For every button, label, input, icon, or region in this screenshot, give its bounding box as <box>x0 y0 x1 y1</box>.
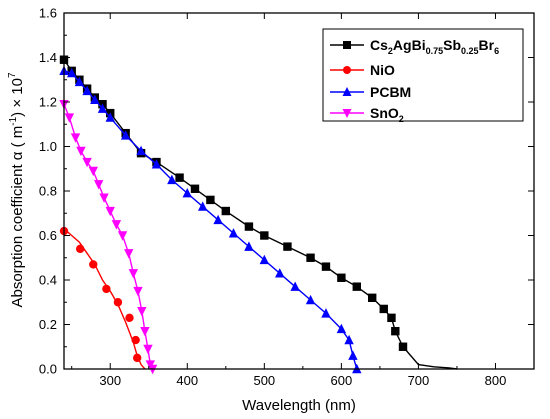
data-point-cs2agbi0-75sb0-25br6 <box>398 342 408 351</box>
axis-ticks <box>64 12 535 370</box>
data-point-pcbm <box>67 67 77 78</box>
data-point-nio <box>102 284 111 294</box>
data-point-nio <box>75 244 85 254</box>
data-point-cs2agbi0-75sb0-25br6 <box>190 184 200 193</box>
y-tick-label: 0.0 <box>39 362 57 377</box>
data-point-sno2 <box>133 286 143 297</box>
data-point-cs2agbi0-75sb0-25br6 <box>391 326 400 336</box>
data-point-pcbm <box>197 201 208 211</box>
data-point-pcbm <box>275 268 285 278</box>
series-sno2 <box>59 100 158 375</box>
series-pcbm <box>59 65 362 374</box>
x-tick-label: 800 <box>485 373 507 388</box>
x-tick-label: 300 <box>99 373 121 388</box>
legend-marker-sno2 <box>342 109 352 118</box>
data-point-cs2agbi0-75sb0-25br6 <box>379 304 388 314</box>
data-point-nio <box>132 353 142 363</box>
legend-marker-pcbm <box>342 87 352 96</box>
data-point-sno2 <box>99 193 109 203</box>
data-point-nio <box>131 335 140 345</box>
data-point-pcbm <box>228 228 239 238</box>
y-tick-label: 1.4 <box>39 50 57 65</box>
data-point-cs2agbi0-75sb0-25br6 <box>306 253 315 262</box>
data-point-pcbm <box>305 294 316 305</box>
data-point-pcbm <box>120 130 131 140</box>
data-point-pcbm <box>259 254 270 265</box>
data-point-cs2agbi0-75sb0-25br6 <box>260 231 269 240</box>
data-point-sno2 <box>117 231 128 241</box>
legend-label-sno2: SnO2 <box>370 105 404 124</box>
data-point-cs2agbi0-75sb0-25br6 <box>321 262 331 271</box>
data-point-sno2 <box>82 157 92 168</box>
data-point-sno2 <box>76 146 86 157</box>
legend-marker-cs2agbi0-75sb0-25br6 <box>343 41 351 49</box>
data-point-cs2agbi0-75sb0-25br6 <box>283 242 292 251</box>
data-point-cs2agbi0-75sb0-25br6 <box>221 206 231 216</box>
data-point-sno2 <box>137 306 147 317</box>
data-point-nio <box>89 260 98 269</box>
data-point-pcbm <box>97 103 108 113</box>
data-point-cs2agbi0-75sb0-25br6 <box>337 273 346 282</box>
y-tick-label: 1.0 <box>39 139 57 154</box>
x-tick-label: 500 <box>253 373 275 388</box>
x-tick-label: 400 <box>176 373 198 388</box>
data-point-nio <box>125 313 134 323</box>
data-point-cs2agbi0-75sb0-25br6 <box>352 282 361 291</box>
legend: Cs2AgBi0.75Sb0.25Br6 NiO PCBM SnO2 <box>322 28 524 124</box>
data-point-sno2 <box>128 269 139 279</box>
data-point-sno2 <box>88 166 98 177</box>
x-tick-label: 600 <box>331 373 353 388</box>
y-tick-label: 0.8 <box>39 184 57 199</box>
data-point-pcbm <box>74 76 85 87</box>
data-point-cs2agbi0-75sb0-25br6 <box>387 313 396 323</box>
tick-labels: 300 400 500 600 700 800 0.0 0.2 0.4 0.6 0.8 1.0 1.2 1… <box>39 6 506 389</box>
series-line-sno2 <box>63 103 154 370</box>
legend-label-cs2agbi0-75sb0-25br6: Cs2AgBi0.75Sb0.25Br6 <box>370 37 499 56</box>
plot-marks <box>59 55 458 375</box>
data-point-cs2agbi0-75sb0-25br6 <box>175 173 184 182</box>
y-axis-title: Absorption coefficient α ( m-1) × 107 <box>7 72 26 308</box>
x-axis-title: Wavelength (nm) <box>242 397 356 414</box>
data-point-pcbm <box>105 112 115 122</box>
data-point-pcbm <box>167 174 177 185</box>
series-line-pcbm <box>63 70 358 370</box>
legend-label-pcbm: PCBM <box>370 84 411 100</box>
legend-label-nio: NiO <box>370 62 395 78</box>
data-point-sno2 <box>64 113 75 123</box>
y-tick-label: 1.2 <box>39 95 57 110</box>
legend-marker-nio <box>343 66 351 74</box>
data-point-sno2 <box>105 206 115 217</box>
data-point-cs2agbi0-75sb0-25br6 <box>206 195 215 205</box>
data-point-sno2 <box>124 249 134 259</box>
y-tick-label: 0.2 <box>39 317 57 332</box>
data-point-pcbm <box>344 334 354 345</box>
y-tick-label: 1.6 <box>39 6 57 21</box>
data-point-pcbm <box>290 281 300 291</box>
data-point-cs2agbi0-75sb0-25br6 <box>244 222 254 231</box>
data-point-pcbm <box>336 323 347 334</box>
y-tick-label: 0.6 <box>39 228 57 243</box>
data-point-pcbm <box>244 241 254 251</box>
data-point-pcbm <box>151 159 162 169</box>
data-point-pcbm <box>182 188 192 198</box>
data-point-pcbm <box>82 85 92 96</box>
y-tick-label: 0.4 <box>39 273 57 288</box>
data-point-pcbm <box>213 214 223 225</box>
data-point-sno2 <box>111 220 122 230</box>
data-point-sno2 <box>143 344 153 355</box>
data-point-sno2 <box>93 180 104 190</box>
data-point-pcbm <box>321 308 331 318</box>
data-point-nio <box>113 298 123 307</box>
series-nio <box>59 226 146 370</box>
data-point-sno2 <box>140 326 150 337</box>
data-point-pcbm <box>348 350 358 360</box>
data-point-cs2agbi0-75sb0-25br6 <box>367 293 377 302</box>
x-tick-label: 700 <box>408 373 430 388</box>
data-point-pcbm <box>90 94 100 104</box>
data-point-pcbm <box>136 145 146 156</box>
data-point-sno2 <box>70 133 81 143</box>
